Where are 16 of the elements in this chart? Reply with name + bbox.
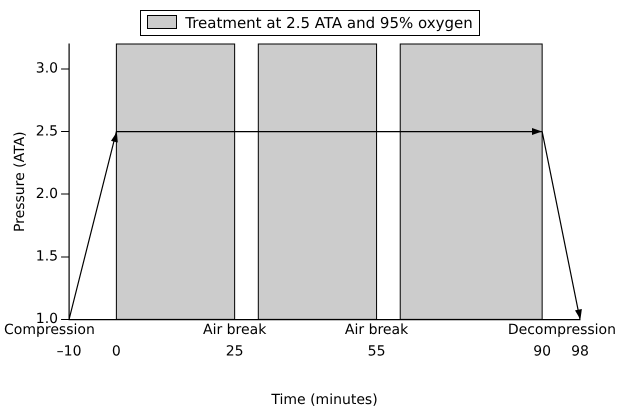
- x-tick-label: 0: [112, 343, 121, 360]
- y-tick-label: 1.5: [36, 248, 58, 264]
- x-axis-title: Time (minutes): [270, 392, 378, 408]
- band-label: Treatment at 2.5 ATA and 95% oxygen: [185, 14, 473, 32]
- x-tick-label: –10: [56, 343, 82, 360]
- x-tick-label: 90: [533, 343, 552, 360]
- x-tick-label: 25: [226, 343, 244, 360]
- y-tick-label: 3.0: [36, 60, 58, 77]
- y-tick-label: 2.0: [36, 186, 58, 202]
- x-tick-label: 98: [571, 343, 589, 360]
- annotation: Air break: [202, 322, 268, 338]
- text: Decompression: [508, 322, 616, 338]
- y-axis-title: Pressure (ATA): [12, 131, 28, 232]
- annotation: Air break: [344, 322, 410, 338]
- y-tick-label: 2.5: [36, 123, 58, 140]
- x-tick-label: 55: [368, 343, 386, 360]
